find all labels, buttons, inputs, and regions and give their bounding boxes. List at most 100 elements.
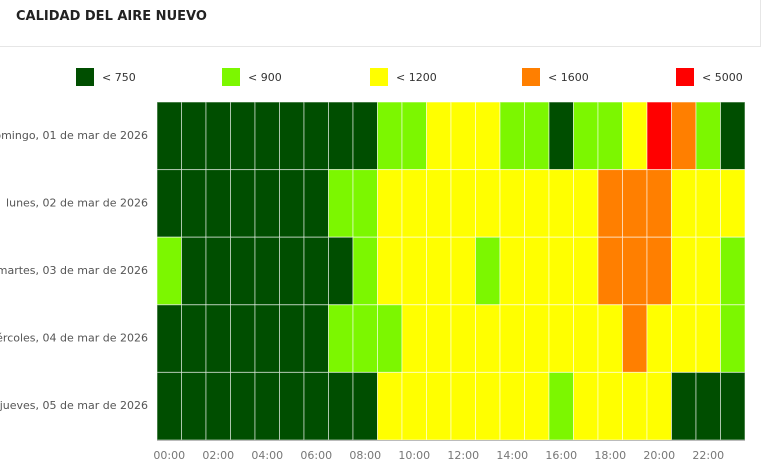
heatmap-cell <box>548 169 574 238</box>
heatmap-cell <box>671 371 697 441</box>
heatmap-cell <box>499 169 525 238</box>
heatmap-cell <box>401 371 427 441</box>
heatmap-cell <box>230 371 256 441</box>
heatmap-cell <box>426 169 452 238</box>
heatmap-cell <box>548 304 574 373</box>
heatmap-cell <box>475 101 501 171</box>
legend-label: < 750 <box>102 71 136 84</box>
heatmap-cell <box>646 371 672 441</box>
heatmap-cell <box>254 236 280 306</box>
x-tick-label: 06:00 <box>300 449 332 462</box>
legend-label: < 1600 <box>548 71 589 84</box>
heatmap-cell <box>230 169 256 238</box>
heatmap-cell <box>450 101 476 171</box>
legend-swatch <box>522 68 540 86</box>
heatmap-cell <box>352 236 378 306</box>
legend-label: < 900 <box>248 71 282 84</box>
heatmap-cell <box>720 101 746 171</box>
heatmap-cell <box>205 236 231 306</box>
heatmap-cell <box>622 371 648 441</box>
legend-swatch <box>222 68 240 86</box>
heatmap-cell <box>695 101 721 171</box>
heatmap-cell <box>303 236 329 306</box>
heatmap-cell <box>573 169 599 238</box>
heatmap-cell <box>671 169 697 238</box>
heatmap-cell <box>377 236 403 306</box>
heatmap-cell <box>205 304 231 373</box>
heatmap-cell <box>205 371 231 441</box>
heatmap-cell <box>573 304 599 373</box>
legend-swatch <box>76 68 94 86</box>
heatmap-cell <box>352 101 378 171</box>
chart-title: CALIDAD DEL AIRE NUEVO <box>16 9 207 24</box>
heatmap-cell <box>230 236 256 306</box>
heatmap-cell <box>401 304 427 373</box>
heatmap-cell <box>181 304 207 373</box>
heatmap-cell <box>254 169 280 238</box>
heatmap-cell <box>646 101 672 171</box>
heatmap-cell <box>279 236 305 306</box>
heatmap-cell <box>328 371 354 441</box>
heatmap-cell <box>254 371 280 441</box>
heatmap-cell <box>720 371 746 441</box>
row-label: domingo, 01 de mar de 2026 <box>0 129 148 142</box>
x-tick-label: 14:00 <box>496 449 528 462</box>
heatmap-cell <box>377 101 403 171</box>
heatmap-cell <box>573 371 599 441</box>
heatmap-cell <box>230 101 256 171</box>
heatmap-cell <box>524 304 550 373</box>
heatmap-cell <box>205 101 231 171</box>
heatmap-cell <box>279 101 305 171</box>
heatmap-cell <box>426 236 452 306</box>
x-tick-label: 22:00 <box>692 449 724 462</box>
heatmap-cell <box>230 304 256 373</box>
heatmap-cell <box>475 236 501 306</box>
heatmap-cell <box>279 371 305 441</box>
heatmap-cell <box>352 304 378 373</box>
legend-swatch <box>676 68 694 86</box>
heatmap-cell <box>181 236 207 306</box>
heatmap-cell <box>328 169 354 238</box>
heatmap-cell <box>524 236 550 306</box>
heatmap-cell <box>622 304 648 373</box>
heatmap-cell <box>450 304 476 373</box>
heatmap-cell <box>475 169 501 238</box>
heatmap-cell <box>695 371 721 441</box>
heatmap-cell <box>499 236 525 306</box>
heatmap-cell <box>352 169 378 238</box>
heatmap-cell <box>254 304 280 373</box>
heatmap-cell <box>524 101 550 171</box>
heatmap-cell <box>720 169 746 238</box>
heatmap-cell <box>646 169 672 238</box>
heatmap-cell <box>646 304 672 373</box>
heatmap-cell <box>328 304 354 373</box>
heatmap-cell <box>352 371 378 441</box>
heatmap-cell <box>671 236 697 306</box>
x-tick-label: 10:00 <box>398 449 430 462</box>
heatmap-cell <box>646 236 672 306</box>
heatmap-cell <box>548 371 574 441</box>
heatmap-cell <box>328 101 354 171</box>
header: CALIDAD DEL AIRE NUEVO <box>0 0 761 47</box>
heatmap-cell <box>254 101 280 171</box>
heatmap-cell <box>573 236 599 306</box>
row-label: miércoles, 04 de mar de 2026 <box>0 332 148 345</box>
heatmap-cell <box>499 101 525 171</box>
heatmap-cell <box>328 236 354 306</box>
heatmap-cell <box>548 101 574 171</box>
heatmap-cell <box>377 371 403 441</box>
heatmap-cell <box>720 304 746 373</box>
heatmap-cell <box>303 371 329 441</box>
heatmap-cell <box>597 371 623 441</box>
heatmap-cell <box>622 101 648 171</box>
heatmap-cell <box>622 236 648 306</box>
heatmap-cell <box>720 236 746 306</box>
heatmap-cell <box>450 169 476 238</box>
heatmap-cell <box>695 304 721 373</box>
heatmap-cell <box>450 371 476 441</box>
x-tick-label: 00:00 <box>153 449 185 462</box>
heatmap-cell <box>622 169 648 238</box>
legend-swatch <box>370 68 388 86</box>
x-tick-label: 08:00 <box>349 449 381 462</box>
